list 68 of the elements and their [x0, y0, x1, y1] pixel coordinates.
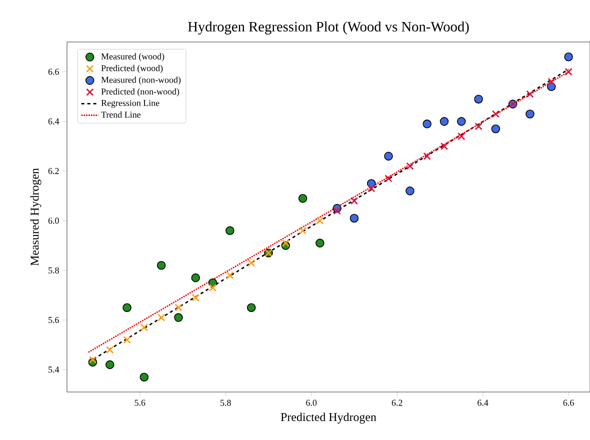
point — [406, 186, 414, 196]
point — [526, 90, 534, 98]
y-tick-label: 6.2 — [48, 168, 59, 174]
point — [564, 52, 573, 62]
point — [106, 346, 114, 354]
point — [298, 194, 308, 203]
point — [88, 356, 97, 364]
point — [226, 271, 234, 280]
x-tick-label: 6.6 — [563, 400, 574, 406]
point — [440, 142, 448, 150]
point — [174, 304, 182, 312]
legend-label: Predicted (non-wood) — [101, 88, 180, 96]
point — [316, 238, 324, 248]
point — [191, 273, 200, 282]
point — [157, 314, 166, 322]
point — [298, 226, 307, 235]
point — [226, 226, 234, 236]
legend-label: Regression Line — [101, 100, 160, 108]
point — [384, 174, 392, 182]
point — [105, 360, 114, 370]
point — [406, 162, 414, 170]
point — [350, 214, 359, 223]
point — [440, 117, 449, 126]
legend-label: Trend Line — [101, 111, 141, 118]
point — [140, 324, 148, 332]
y-tick-label: 5.4 — [48, 366, 60, 373]
point — [247, 259, 256, 267]
x-tick-label: 6.2 — [392, 400, 402, 406]
point — [282, 239, 290, 247]
x-tick-label: 6.0 — [306, 400, 317, 406]
point — [122, 303, 132, 312]
legend-label: Measured (non-wood) — [101, 76, 181, 85]
point — [208, 284, 217, 292]
point — [564, 68, 572, 76]
point — [123, 336, 131, 344]
y-axis-title: Measured Hydrogen — [30, 168, 42, 266]
x-tick-label: 5.8 — [220, 400, 231, 406]
legend-label: Predicted (wood) — [101, 64, 163, 74]
point — [458, 132, 466, 140]
point — [333, 206, 341, 215]
chart-title: Hydrogen Regression Plot (Wood vs Non-Wood) — [188, 21, 469, 34]
point — [246, 303, 256, 312]
point — [174, 313, 183, 322]
point — [368, 184, 376, 192]
y-tick-label: 6.6 — [48, 68, 59, 75]
y-tick-label: 5.6 — [48, 316, 59, 324]
point — [474, 122, 482, 130]
point — [457, 117, 466, 126]
x-tick-label: 5.6 — [134, 400, 146, 406]
point — [526, 110, 534, 118]
y-tick-label: 6.0 — [48, 218, 59, 224]
point — [548, 78, 556, 86]
y-tick-label: 6.4 — [48, 118, 60, 124]
y-tick-label: 5.8 — [48, 267, 59, 274]
point — [384, 152, 393, 161]
x-tick-label: 6.4 — [478, 400, 488, 406]
point — [423, 152, 431, 160]
point — [140, 372, 149, 382]
point — [350, 196, 358, 205]
point — [422, 120, 432, 128]
point — [192, 294, 200, 302]
x-axis-title: Predicted Hydrogen — [280, 412, 376, 424]
legend-label: Measured (wood) — [101, 53, 164, 62]
point — [316, 216, 324, 225]
point — [156, 261, 166, 270]
point — [492, 110, 500, 118]
point — [491, 124, 500, 134]
point — [474, 94, 483, 104]
